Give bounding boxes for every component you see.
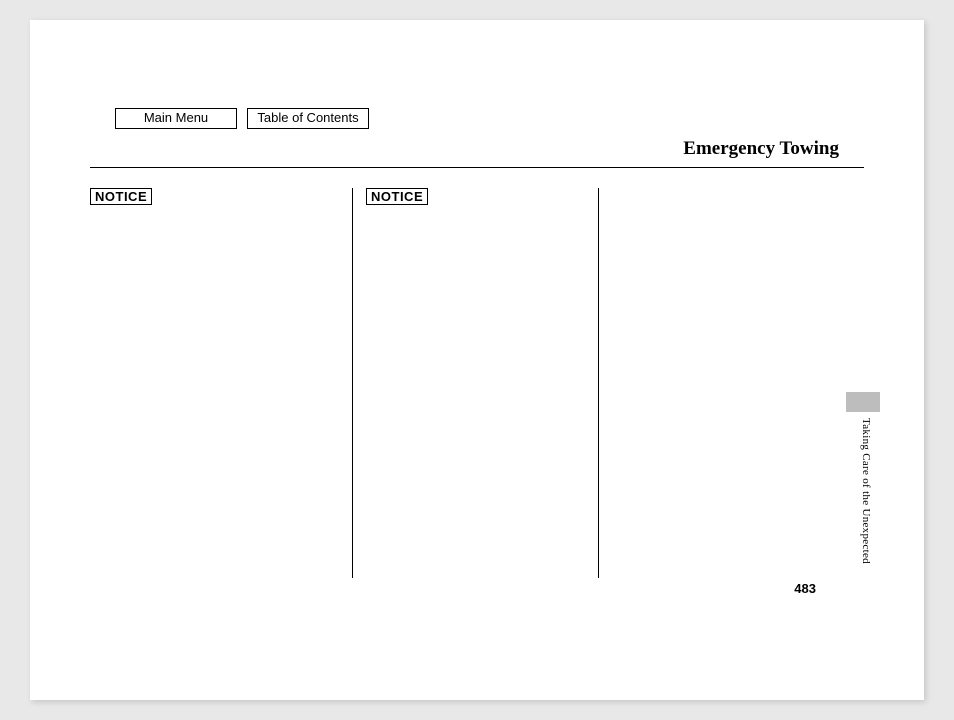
notice-box-col1: NOTICE bbox=[90, 188, 152, 206]
page-number: 483 bbox=[794, 581, 816, 596]
page-title: Emergency Towing bbox=[683, 138, 839, 160]
section-side-label: Taking Care of the Unexpected bbox=[860, 418, 872, 598]
content-columns: NOTICE NOTICE bbox=[90, 188, 864, 578]
header-divider bbox=[90, 167, 864, 168]
section-tab-marker bbox=[846, 392, 880, 412]
nav-button-row: Main Menu Table of Contents bbox=[115, 108, 369, 129]
notice-label: NOTICE bbox=[90, 188, 152, 205]
main-menu-button[interactable]: Main Menu bbox=[115, 108, 237, 129]
document-page: Main Menu Table of Contents Emergency To… bbox=[30, 20, 924, 700]
notice-box-col2: NOTICE bbox=[366, 188, 428, 206]
notice-label: NOTICE bbox=[366, 188, 428, 205]
column-divider-2 bbox=[598, 188, 599, 578]
table-of-contents-button[interactable]: Table of Contents bbox=[247, 108, 369, 129]
column-divider-1 bbox=[352, 188, 353, 578]
